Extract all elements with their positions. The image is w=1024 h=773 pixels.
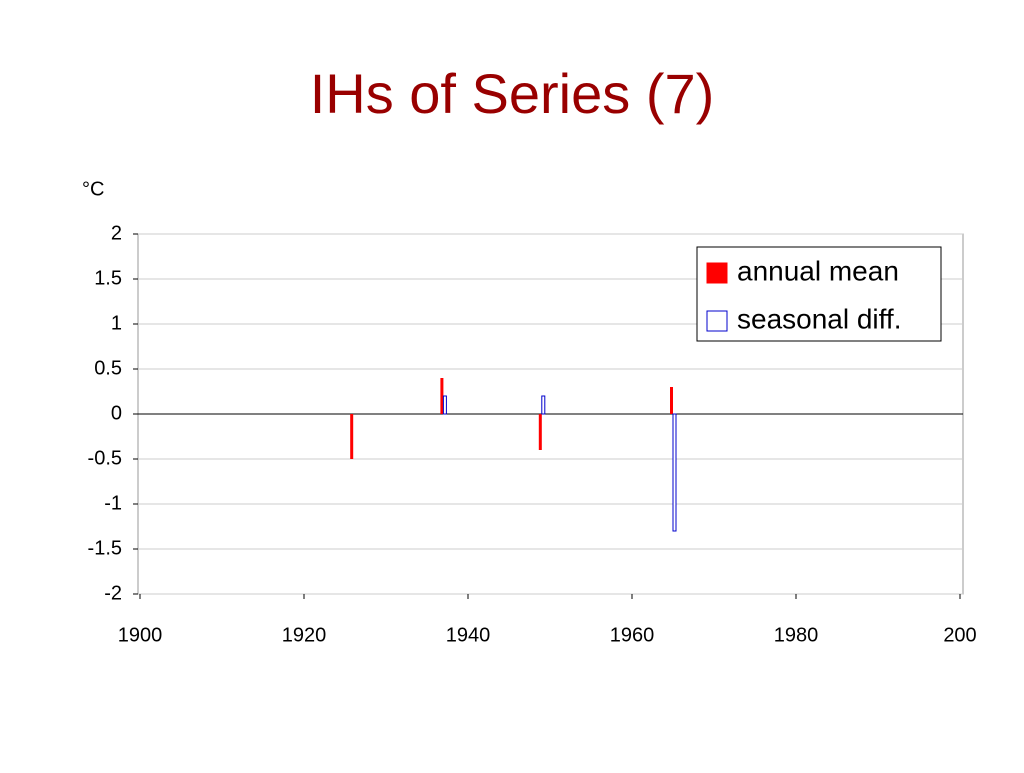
y-tick-label: -1.5 bbox=[88, 537, 122, 559]
legend-box bbox=[696, 246, 942, 342]
legend-label: seasonal diff. bbox=[737, 303, 902, 334]
x-tick-label: 1940 bbox=[446, 624, 491, 646]
y-tick-label: -1 bbox=[104, 492, 122, 514]
x-tick-label: 1980 bbox=[774, 624, 819, 646]
bar bbox=[672, 413, 677, 532]
legend-swatch bbox=[706, 262, 728, 284]
legend-label: annual mean bbox=[737, 255, 899, 286]
legend-swatch bbox=[706, 310, 728, 332]
bar bbox=[541, 395, 546, 415]
bar bbox=[440, 378, 444, 414]
x-tick-label: 1960 bbox=[610, 624, 655, 646]
x-tick-label: 1920 bbox=[282, 624, 327, 646]
y-tick-label: 0.5 bbox=[94, 357, 122, 379]
chart-title: IHs of Series (7) bbox=[310, 62, 715, 125]
y-tick-label: -2 bbox=[104, 582, 122, 604]
y-tick-label: 2 bbox=[111, 222, 122, 244]
y-tick-label: 1.5 bbox=[94, 267, 122, 289]
x-tick-label: 1900 bbox=[118, 624, 163, 646]
y-tick-label: -0.5 bbox=[88, 447, 122, 469]
bar bbox=[670, 387, 673, 414]
y-tick-label: 0 bbox=[111, 402, 122, 424]
bar bbox=[350, 414, 354, 459]
x-tick-label: 200 bbox=[943, 624, 976, 646]
bar bbox=[442, 395, 447, 415]
y-axis-label: °C bbox=[82, 178, 104, 200]
y-tick-label: 1 bbox=[111, 312, 122, 334]
bar bbox=[538, 414, 542, 450]
